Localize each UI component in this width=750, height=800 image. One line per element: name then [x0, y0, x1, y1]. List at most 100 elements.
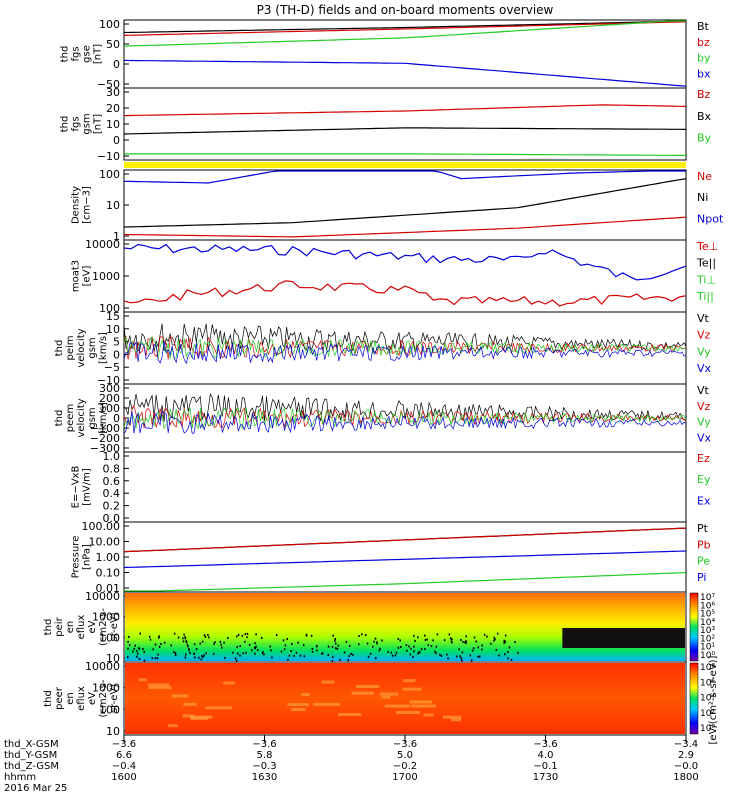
- speckle: [212, 652, 215, 655]
- speckle: [361, 633, 363, 636]
- speckle: [154, 657, 157, 660]
- y-axis-label: [km/s]: [98, 332, 109, 364]
- speckle: [239, 654, 241, 657]
- panel-8: Pressure [nPa] 100.00 10.00 1.00 0.10 0.01 Pt Pb…: [71, 520, 711, 595]
- x-axis-bottom: thd_X-GSM −3.6 −3.6 −3.6 −3.6 −3.4 thd_Y-GSM 6.…: [4, 735, 699, 794]
- speckle: [256, 648, 259, 651]
- y-axis-label: thd: [54, 340, 65, 357]
- x-tick-label: −3.6: [393, 739, 417, 750]
- speckle: [189, 652, 191, 655]
- series-bx: [123, 59, 687, 87]
- y-tick-label: 300: [99, 382, 120, 395]
- speckle: [504, 653, 506, 656]
- x-tick-label: −0.4: [112, 761, 136, 772]
- speckle: [302, 644, 305, 647]
- speckle: [483, 633, 486, 636]
- speckle: [198, 656, 200, 659]
- speckle: [315, 645, 318, 648]
- speckle: [417, 652, 419, 655]
- speckle: [184, 653, 187, 656]
- speckle: [204, 635, 207, 638]
- speckle: [143, 650, 146, 653]
- y-axis-label: (cm2-s-: [98, 679, 109, 717]
- speckle: [136, 655, 138, 658]
- speckle: [507, 657, 509, 660]
- streak: [384, 704, 410, 708]
- y-axis-label: [nPa]: [82, 544, 93, 570]
- y-tick-label: 1000: [92, 270, 120, 283]
- speckle: [399, 639, 401, 642]
- speckle: [142, 648, 144, 651]
- legend-entry: Pt: [697, 522, 709, 535]
- x-tick-label: −0.0: [674, 761, 698, 772]
- speckle: [322, 652, 324, 655]
- speckle: [242, 652, 244, 655]
- speckle: [332, 634, 334, 637]
- speckle: [413, 634, 415, 637]
- speckle: [128, 644, 131, 647]
- speckle: [221, 646, 223, 649]
- speckle: [158, 645, 161, 648]
- speckle: [187, 645, 189, 648]
- colorbar-tick: 10⁵: [700, 610, 715, 620]
- streak: [183, 702, 197, 706]
- speckle: [379, 647, 381, 650]
- speckle: [443, 639, 446, 642]
- y-tick-label: 10: [106, 323, 120, 336]
- velocity-trace: [123, 411, 687, 434]
- y-axis-label: E=−VxB: [71, 466, 82, 509]
- speckle: [143, 659, 146, 662]
- speckle: [311, 647, 314, 650]
- speckle: [163, 641, 166, 644]
- velocity-trace: [123, 407, 687, 430]
- streak: [379, 692, 399, 696]
- speckle: [472, 647, 475, 650]
- y-tick-label: −10: [97, 150, 120, 163]
- speckle: [170, 644, 172, 647]
- x-tick-label: −3.6: [112, 739, 136, 750]
- speckle: [395, 651, 398, 654]
- speckle: [447, 657, 449, 660]
- speckle: [465, 640, 467, 643]
- series-By: [124, 153, 686, 156]
- speckle: [397, 646, 400, 649]
- speckle: [504, 634, 507, 637]
- speckle: [244, 640, 246, 643]
- speckle: [287, 658, 289, 661]
- speckle: [470, 659, 473, 662]
- panel-10: thd peer en eflux eV (cm2-s-sr-eV) 10000 1000 10…: [43, 660, 715, 738]
- speckle: [439, 653, 441, 656]
- speckle: [327, 645, 330, 648]
- speckle: [137, 647, 140, 650]
- speckle: [200, 658, 202, 661]
- speckle: [255, 645, 257, 648]
- streak: [182, 714, 194, 718]
- streak: [171, 694, 189, 698]
- speckle: [461, 651, 464, 654]
- speckle: [255, 633, 257, 636]
- y-tick-label: 10: [106, 652, 120, 665]
- speckle: [374, 637, 377, 640]
- speckle: [173, 651, 175, 654]
- panel-frame: [123, 87, 687, 161]
- speckle: [406, 649, 408, 652]
- speckle: [400, 645, 402, 648]
- speckle: [397, 637, 400, 640]
- legend-entry: Te⊥: [696, 240, 718, 253]
- legend-entry: By: [697, 132, 712, 145]
- speckle: [260, 636, 263, 639]
- legend-entry: Npot: [697, 212, 724, 225]
- speckle: [173, 632, 176, 635]
- streak: [402, 687, 422, 691]
- speckle: [461, 659, 463, 662]
- y-axis-label: gsm: [87, 407, 98, 428]
- y-axis-label: peem: [65, 404, 76, 432]
- speckle: [378, 649, 381, 652]
- speckle: [202, 655, 204, 658]
- legend-entry: Vx: [697, 362, 712, 375]
- y-tick-label: 0: [113, 134, 120, 147]
- speckle: [451, 638, 453, 641]
- speckle: [424, 639, 427, 642]
- y-axis-label: peer: [54, 686, 65, 710]
